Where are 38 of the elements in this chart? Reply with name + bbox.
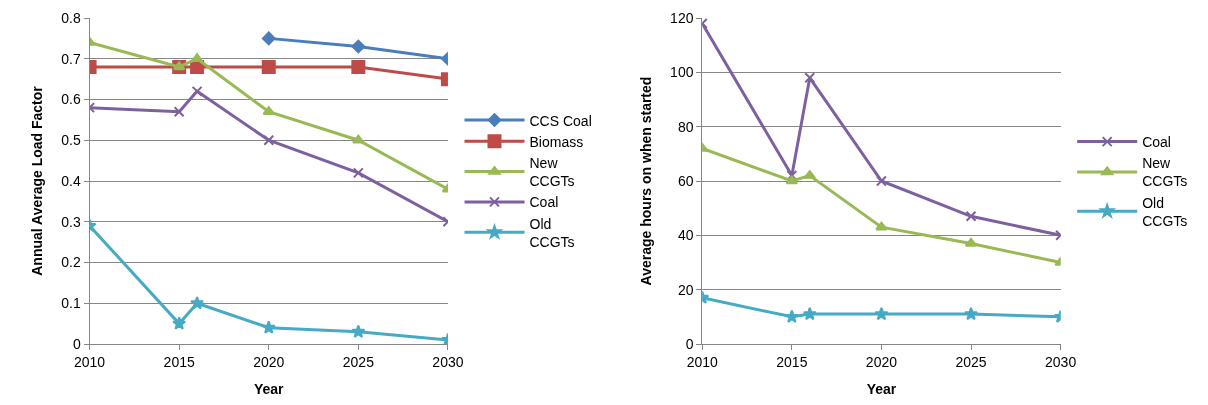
x-tick-label: 2015 [776,353,808,370]
x-tick-label: 2025 [342,353,375,370]
y-tick-label: 60 [677,172,694,189]
y-tick-label: 0.4 [61,172,81,189]
x-tick-label: 2025 [955,353,987,370]
x-tick-label: 2020 [253,353,285,370]
x-axis-title: Year [866,381,897,398]
y-tick-label: 0.6 [61,91,81,108]
x-tick-label: 2030 [1045,353,1077,370]
legend-label: Biomass [529,133,584,150]
legend-label: New CCGTs [1142,155,1188,190]
y-tick-label: 120 [670,9,694,26]
y-tick-label: 0 [685,335,694,352]
y-axis-title: Average hours on when started [637,76,654,286]
y-tick-label: 0.2 [61,254,81,271]
y-tick-label: 0.7 [61,50,81,67]
y-tick-label: 0.3 [61,213,81,230]
legend-label: Coal [1142,134,1171,151]
legend-label: CCS Coal [529,112,592,129]
y-tick-label: 100 [670,64,694,81]
y-tick-label: 20 [677,281,694,298]
x-tick-label: 2010 [686,353,719,370]
y-tick-label: 0.8 [61,9,81,26]
legend-label: Coal [529,194,559,211]
x-axis-title: Year [253,381,285,398]
y-tick-label: 40 [677,227,694,244]
y-tick-label: 0.1 [61,295,81,312]
x-tick-label: 2020 [865,353,898,370]
x-tick-label: 2010 [74,353,106,370]
x-tick-label: 2030 [432,353,464,370]
legend-label: Old CCGTs [1142,194,1188,229]
legend-label: Old CCGTs [529,215,575,250]
y-tick-label: 0.5 [61,132,81,149]
y-tick-label: 0 [72,335,81,352]
y-tick-label: 80 [677,118,694,135]
y-axis-title: Annual Average Load Factor [28,85,45,276]
legend-label: New CCGTs [529,154,575,190]
x-tick-label: 2015 [163,353,195,370]
